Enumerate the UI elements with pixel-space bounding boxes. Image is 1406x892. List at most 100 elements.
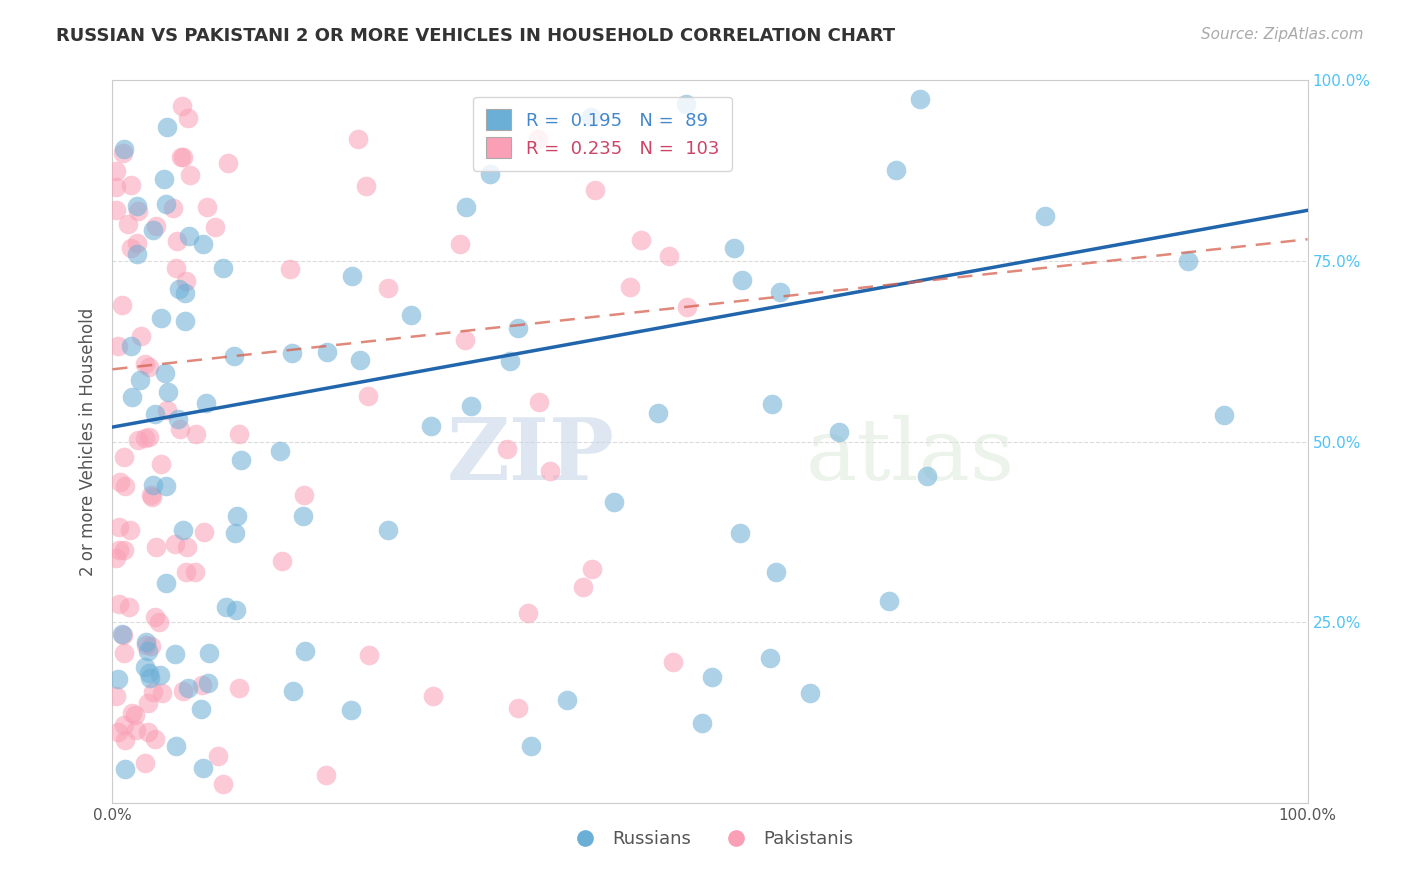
Point bbox=[420, 419, 443, 434]
Point bbox=[479, 167, 502, 181]
Point bbox=[165, 647, 187, 661]
Point bbox=[662, 655, 685, 669]
Point bbox=[583, 183, 606, 197]
Point bbox=[124, 707, 146, 722]
Point bbox=[114, 732, 136, 747]
Point bbox=[135, 635, 157, 649]
Point bbox=[134, 358, 156, 372]
Point bbox=[506, 320, 529, 334]
Point bbox=[112, 718, 135, 732]
Point bbox=[105, 203, 128, 218]
Point bbox=[120, 339, 142, 353]
Point bbox=[269, 444, 291, 458]
Point bbox=[915, 469, 938, 483]
Point bbox=[108, 542, 131, 557]
Point bbox=[270, 554, 292, 568]
Point bbox=[579, 110, 602, 124]
Point bbox=[449, 236, 471, 251]
Point bbox=[212, 777, 235, 791]
Point bbox=[162, 201, 184, 215]
Point bbox=[730, 273, 752, 287]
Text: atlas: atlas bbox=[806, 415, 1015, 498]
Point bbox=[127, 198, 149, 212]
Point bbox=[176, 566, 198, 580]
Point bbox=[422, 689, 444, 703]
Point bbox=[121, 390, 143, 404]
Point bbox=[127, 433, 149, 447]
Point bbox=[111, 627, 134, 641]
Point bbox=[340, 703, 363, 717]
Point bbox=[828, 425, 851, 440]
Point bbox=[765, 565, 787, 579]
Point bbox=[212, 260, 235, 275]
Point bbox=[145, 540, 167, 554]
Point bbox=[495, 442, 517, 456]
Point bbox=[139, 640, 162, 654]
Point bbox=[112, 450, 135, 464]
Point bbox=[176, 540, 198, 554]
Point bbox=[112, 646, 135, 660]
Point bbox=[142, 684, 165, 698]
Point bbox=[1177, 253, 1199, 268]
Point bbox=[118, 600, 141, 615]
Point bbox=[347, 132, 370, 146]
Point bbox=[118, 523, 141, 537]
Point bbox=[105, 550, 128, 565]
Point bbox=[761, 397, 783, 411]
Point bbox=[630, 233, 652, 247]
Point bbox=[105, 690, 128, 704]
Y-axis label: 2 or more Vehicles in Household: 2 or more Vehicles in Household bbox=[79, 308, 97, 575]
Point bbox=[228, 681, 250, 695]
Point bbox=[125, 247, 148, 261]
Point bbox=[401, 308, 423, 322]
Point bbox=[177, 229, 200, 244]
Point bbox=[172, 523, 194, 537]
Point bbox=[121, 706, 143, 721]
Point bbox=[169, 422, 191, 436]
Point bbox=[108, 475, 131, 490]
Point bbox=[114, 479, 136, 493]
Point bbox=[166, 412, 188, 426]
Point bbox=[723, 241, 745, 255]
Point bbox=[117, 218, 139, 232]
Point bbox=[114, 762, 136, 776]
Point bbox=[170, 99, 193, 113]
Point bbox=[108, 598, 131, 612]
Point bbox=[195, 395, 218, 409]
Point bbox=[125, 723, 148, 737]
Point bbox=[456, 200, 478, 214]
Point bbox=[292, 508, 315, 523]
Point bbox=[506, 700, 529, 714]
Point bbox=[155, 575, 177, 590]
Point bbox=[228, 426, 250, 441]
Point bbox=[224, 525, 246, 540]
Point bbox=[190, 702, 212, 716]
Point bbox=[675, 300, 697, 314]
Point bbox=[134, 756, 156, 770]
Point bbox=[517, 606, 540, 620]
Point bbox=[156, 402, 179, 417]
Point bbox=[884, 163, 907, 178]
Text: Source: ZipAtlas.com: Source: ZipAtlas.com bbox=[1201, 27, 1364, 42]
Point bbox=[131, 328, 153, 343]
Point bbox=[555, 693, 578, 707]
Point bbox=[153, 366, 176, 380]
Point bbox=[292, 488, 315, 502]
Point bbox=[129, 373, 152, 387]
Point bbox=[349, 352, 371, 367]
Point bbox=[150, 457, 173, 471]
Point bbox=[120, 178, 142, 192]
Point bbox=[193, 237, 215, 252]
Point bbox=[184, 427, 207, 442]
Point bbox=[315, 344, 337, 359]
Point bbox=[229, 453, 252, 467]
Point bbox=[150, 311, 173, 326]
Point bbox=[111, 298, 134, 312]
Point bbox=[356, 389, 378, 403]
Point bbox=[107, 725, 129, 739]
Point bbox=[174, 274, 197, 288]
Point bbox=[156, 384, 179, 399]
Point bbox=[197, 646, 219, 660]
Point bbox=[155, 196, 177, 211]
Point bbox=[357, 648, 380, 663]
